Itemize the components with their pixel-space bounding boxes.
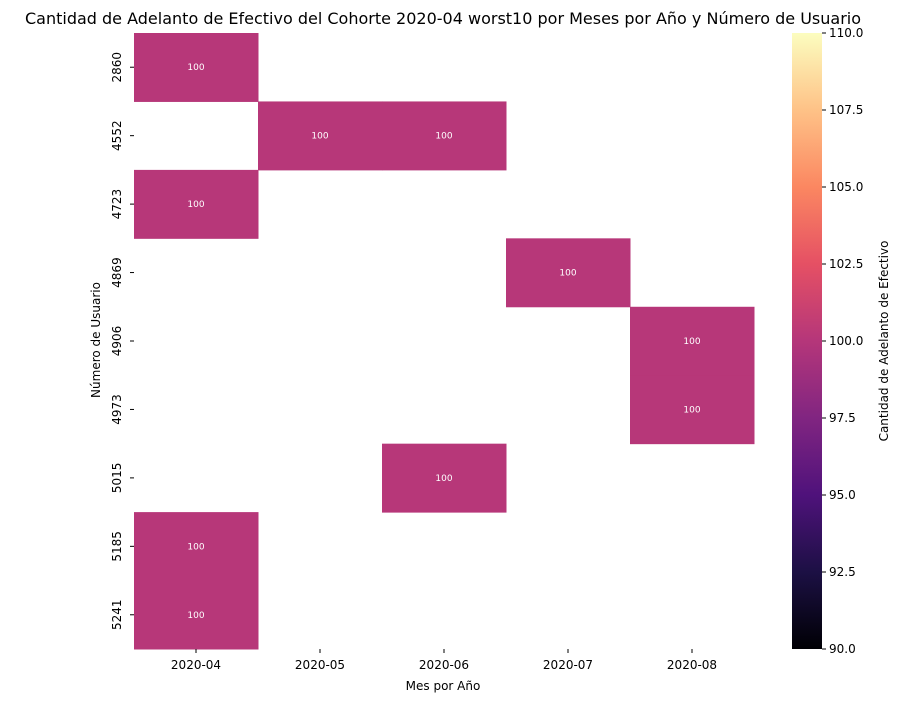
cell-value-label: 100 <box>435 132 452 142</box>
y-tick-label: 4973 <box>110 394 124 425</box>
cell-value-label: 100 <box>683 337 700 347</box>
x-tick-label: 2020-08 <box>667 658 717 672</box>
colorbar-label: Cantidad de Adelanto de Efectivo <box>877 241 891 442</box>
cell-value-label: 100 <box>187 542 204 552</box>
colorbar-tick-label: 97.5 <box>829 411 856 425</box>
heatmap-cell <box>382 443 507 513</box>
x-axis-ticks: 2020-04 2020-05 2020-06 2020-07 2020-08 <box>171 649 717 672</box>
cell-value-label: 100 <box>683 405 700 415</box>
colorbar-tick-label: 102.5 <box>829 257 863 271</box>
cell-value-label: 100 <box>311 132 328 142</box>
cell-value-label: 100 <box>187 611 204 621</box>
x-tick-label: 2020-06 <box>419 658 469 672</box>
colorbar-tick-label: 100.0 <box>829 334 863 348</box>
heatmap-cell <box>382 101 507 171</box>
heatmap-cells: 100 100 100 100 100 100 100 100 100 100 <box>134 33 755 650</box>
y-tick-label: 4906 <box>110 326 124 357</box>
heatmap-cell <box>134 33 259 102</box>
x-axis-label: Mes por Año <box>406 679 481 693</box>
cell-value-label: 100 <box>435 474 452 484</box>
y-tick-label: 4723 <box>110 189 124 220</box>
colorbar-tick-label: 110.0 <box>829 26 863 40</box>
heatmap-cell <box>134 512 259 582</box>
colorbar-tick-label: 90.0 <box>829 642 856 656</box>
x-tick-label: 2020-04 <box>171 658 221 672</box>
colorbar-tick-label: 107.5 <box>829 103 863 117</box>
heatmap-cell <box>506 238 631 308</box>
cell-value-label: 100 <box>559 269 576 279</box>
y-tick-label: 2860 <box>110 52 124 83</box>
colorbar-tick-label: 92.5 <box>829 565 856 579</box>
heatmap-cell <box>630 306 755 376</box>
y-tick-label: 4869 <box>110 257 124 288</box>
y-tick-label: 5185 <box>110 531 124 562</box>
y-axis-label: Número de Usuario <box>89 282 103 398</box>
cell-value-label: 100 <box>187 200 204 210</box>
y-tick-label: 5241 <box>110 600 124 631</box>
heatmap-cell <box>258 101 383 171</box>
heatmap-cell <box>134 169 259 239</box>
colorbar-tick-label: 105.0 <box>829 180 863 194</box>
x-tick-label: 2020-05 <box>295 658 345 672</box>
heatmap-cell <box>630 375 755 445</box>
colorbar-ticks: 90.0 92.5 95.0 97.5 100.0 102.5 105.0 107.5 110.… <box>822 26 863 656</box>
cell-value-label: 100 <box>187 63 204 73</box>
chart-title: Cantidad de Adelanto de Efectivo del Coh… <box>25 9 861 28</box>
colorbar-tick-label: 95.0 <box>829 488 856 502</box>
heatmap-cell <box>134 580 259 650</box>
y-tick-label: 5015 <box>110 463 124 494</box>
colorbar <box>792 33 822 649</box>
y-tick-label: 4552 <box>110 120 124 151</box>
x-tick-label: 2020-07 <box>543 658 593 672</box>
y-axis-ticks: 2860 4552 4723 4869 4906 4973 5015 5185 5241 <box>110 52 134 630</box>
